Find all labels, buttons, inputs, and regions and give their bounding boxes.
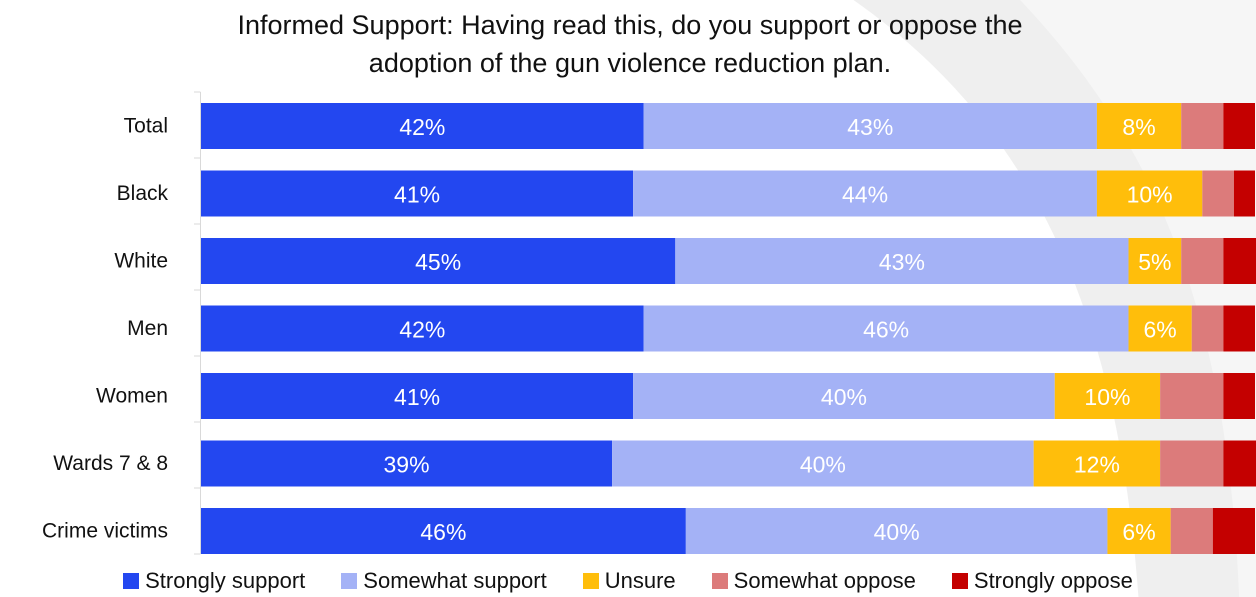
bar-strongly-oppose-women bbox=[1223, 373, 1255, 419]
bar-somewhat-support-black bbox=[633, 170, 1097, 217]
bar-somewhat-support-total bbox=[643, 103, 1097, 149]
bar-somewhat-oppose-crime-victims bbox=[1170, 508, 1213, 554]
bar-strongly-oppose-crime-victims bbox=[1212, 508, 1255, 554]
bar-strongly-oppose-total bbox=[1223, 103, 1255, 149]
category-label-crime-victims: Crime victims bbox=[42, 520, 168, 543]
data-label-unsure-black: 10% bbox=[1127, 182, 1173, 208]
data-label-unsure-women: 10% bbox=[1084, 384, 1130, 410]
legend-label-somewhat-support: Somewhat support bbox=[363, 568, 547, 593]
data-label-unsure-wards-7-and-8: 12% bbox=[1074, 452, 1120, 478]
bar-somewhat-support-women bbox=[633, 373, 1055, 419]
bar-somewhat-support-white bbox=[675, 238, 1129, 284]
category-label-black: Black bbox=[117, 182, 169, 205]
bar-somewhat-support-crime-victims bbox=[685, 508, 1108, 554]
bar-strongly-support-total bbox=[201, 103, 644, 149]
bar-unsure-black bbox=[1096, 170, 1203, 217]
bar-unsure-white bbox=[1128, 238, 1182, 284]
legend-swatch-somewhat-support bbox=[341, 573, 358, 589]
data-label-unsure-crime-victims: 6% bbox=[1122, 519, 1155, 545]
bar-strongly-support-crime-victims bbox=[201, 508, 686, 554]
bar-strongly-oppose-white bbox=[1223, 238, 1256, 284]
bar-somewhat-oppose-wards-7-and-8 bbox=[1160, 440, 1224, 487]
data-label-strongly-support-black: 41% bbox=[394, 182, 440, 208]
data-labels: 42% 43% 8% 41% 44% 10% 45% 43% 5% 42% 46% 6% 41% 40% 1… bbox=[384, 114, 1177, 545]
data-label-strongly-support-women: 41% bbox=[394, 384, 440, 410]
bar-strongly-support-women bbox=[201, 373, 634, 419]
category-label-women: Women bbox=[96, 385, 168, 408]
legend-item-strongly-oppose[interactable]: Strongly oppose bbox=[951, 568, 1133, 594]
y-axis: Total Black White Men Women Wards 7 & 8 Crime … bbox=[42, 91, 201, 555]
data-label-somewhat-support-crime-victims: 40% bbox=[874, 519, 920, 545]
data-label-strongly-support-crime-victims: 46% bbox=[420, 519, 466, 545]
bar-somewhat-oppose-white bbox=[1181, 238, 1224, 284]
data-label-somewhat-support-women: 40% bbox=[821, 384, 867, 410]
data-label-unsure-men: 6% bbox=[1144, 317, 1177, 343]
bar-somewhat-support-men bbox=[643, 305, 1129, 352]
bar-strongly-support-white bbox=[201, 238, 676, 284]
data-label-somewhat-support-wards-7-and-8: 40% bbox=[800, 452, 846, 478]
bar-somewhat-oppose-total bbox=[1181, 103, 1224, 149]
legend-item-strongly-support[interactable]: Strongly support bbox=[123, 568, 305, 594]
bar-unsure-women bbox=[1054, 373, 1161, 419]
category-label-wards-7-and-8: Wards 7 & 8 bbox=[53, 452, 168, 475]
bar-strongly-oppose-wards-7-and-8 bbox=[1223, 440, 1256, 487]
legend-item-somewhat-oppose[interactable]: Somewhat oppose bbox=[711, 568, 916, 594]
data-label-strongly-support-men: 42% bbox=[399, 317, 445, 343]
data-label-somewhat-support-black: 44% bbox=[842, 182, 888, 208]
bar-somewhat-support-wards-7-and-8 bbox=[612, 440, 1034, 487]
bar-unsure-wards-7-and-8 bbox=[1033, 440, 1161, 487]
bar-strongly-oppose-black bbox=[1233, 170, 1255, 217]
bar-strongly-support-men bbox=[201, 305, 644, 352]
legend-swatch-strongly-support bbox=[123, 573, 140, 589]
legend-swatch-strongly-oppose bbox=[951, 573, 968, 589]
bar-somewhat-oppose-black bbox=[1202, 170, 1234, 217]
bar-strongly-oppose-men bbox=[1223, 305, 1255, 352]
data-label-somewhat-support-total: 43% bbox=[847, 114, 893, 140]
category-label-white: White bbox=[114, 250, 168, 273]
data-label-somewhat-support-men: 46% bbox=[863, 317, 909, 343]
legend-label-somewhat-oppose: Somewhat oppose bbox=[733, 568, 916, 593]
legend-label-strongly-support: Strongly support bbox=[145, 568, 306, 593]
legend-swatch-somewhat-oppose bbox=[711, 573, 728, 589]
category-label-men: Men bbox=[127, 317, 168, 340]
bar-strongly-support-wards-7-and-8 bbox=[201, 440, 613, 487]
chart-title-line-2: adoption of the gun violence reduction p… bbox=[368, 48, 892, 78]
legend-label-strongly-oppose: Strongly oppose bbox=[973, 568, 1133, 593]
bar-somewhat-oppose-women bbox=[1160, 373, 1224, 419]
chart-title-line-1: Informed Support: Having read this, do y… bbox=[237, 10, 1023, 40]
data-label-somewhat-support-white: 43% bbox=[879, 249, 925, 275]
legend: Strongly support Somewhat support Unsure… bbox=[0, 566, 1256, 596]
bars bbox=[201, 103, 1256, 554]
legend-swatch-unsure bbox=[582, 573, 599, 589]
bar-unsure-men bbox=[1128, 305, 1192, 352]
data-label-unsure-total: 8% bbox=[1122, 114, 1155, 140]
background-arc-inner bbox=[1020, 0, 1256, 597]
bar-strongly-support-black bbox=[201, 170, 634, 217]
bar-unsure-crime-victims bbox=[1107, 508, 1171, 554]
bar-unsure-total bbox=[1096, 103, 1182, 149]
legend-label-unsure: Unsure bbox=[604, 568, 676, 593]
legend-item-unsure[interactable]: Unsure bbox=[582, 568, 676, 594]
data-label-strongly-support-wards-7-and-8: 39% bbox=[384, 452, 430, 478]
data-label-strongly-support-total: 42% bbox=[399, 114, 445, 140]
category-label-total: Total bbox=[124, 115, 168, 138]
bar-somewhat-oppose-men bbox=[1191, 305, 1224, 352]
chart-title: Informed Support: Having read this, do y… bbox=[150, 6, 1110, 82]
legend-item-somewhat-support[interactable]: Somewhat support bbox=[341, 568, 547, 594]
data-label-strongly-support-white: 45% bbox=[415, 249, 461, 275]
data-label-unsure-white: 5% bbox=[1138, 249, 1171, 275]
